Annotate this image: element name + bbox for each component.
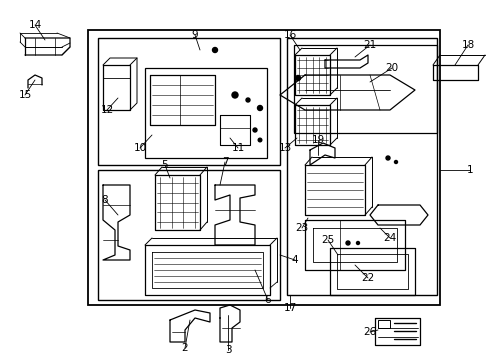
Circle shape [356,242,359,244]
Text: 5: 5 [162,160,168,170]
Text: 4: 4 [291,255,298,265]
Text: 18: 18 [461,40,474,50]
Circle shape [258,138,261,142]
Text: 17: 17 [283,303,296,313]
Circle shape [295,76,300,81]
Text: 11: 11 [231,143,244,153]
Bar [293,45,436,133]
Circle shape [252,128,257,132]
Text: 15: 15 [19,90,32,100]
Bar [145,68,266,158]
Text: 2: 2 [182,343,188,353]
Text: 14: 14 [28,20,41,30]
Text: 16: 16 [283,30,296,40]
Text: 8: 8 [102,195,108,205]
Circle shape [346,241,349,245]
Text: 1: 1 [466,165,472,175]
Text: 13: 13 [278,143,291,153]
Text: 21: 21 [363,40,376,50]
Text: 10: 10 [133,143,146,153]
Text: 12: 12 [100,105,113,115]
Text: 19: 19 [311,135,324,145]
Text: 6: 6 [264,295,271,305]
Text: 9: 9 [191,30,198,40]
Circle shape [231,92,238,98]
Circle shape [385,156,389,160]
Text: 23: 23 [295,223,308,233]
Circle shape [212,48,217,53]
Text: 26: 26 [363,327,376,337]
Text: 20: 20 [385,63,398,73]
Text: 22: 22 [361,273,374,283]
Circle shape [257,105,262,111]
Text: 24: 24 [383,233,396,243]
Text: 3: 3 [224,345,231,355]
Bar [286,38,436,295]
Text: 7: 7 [221,157,228,167]
Bar [377,320,389,328]
Text: 25: 25 [321,235,334,245]
Bar [88,30,439,305]
Circle shape [245,98,249,102]
Bar [98,38,280,165]
Bar [98,170,280,300]
Circle shape [394,161,397,163]
